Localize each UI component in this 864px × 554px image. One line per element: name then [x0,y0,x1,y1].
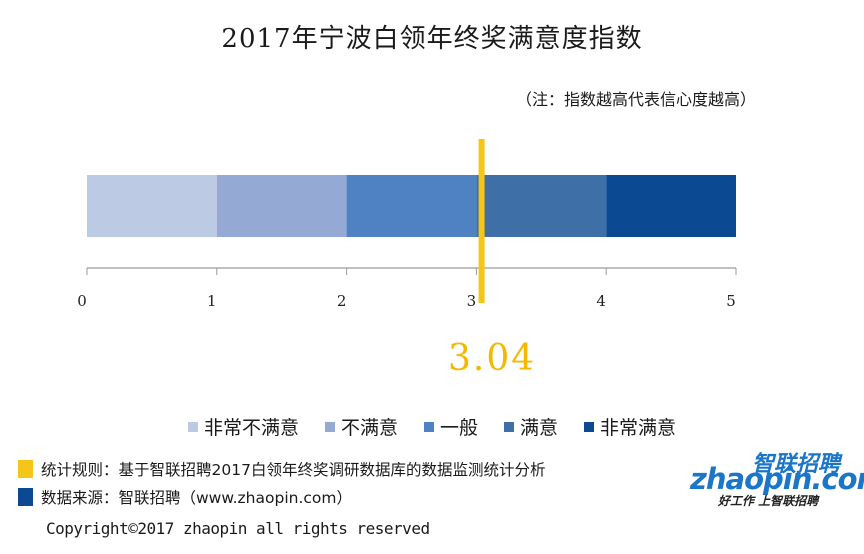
x-tick-label: 4 [596,292,606,310]
logo-name-en: zhaopin.com [690,462,864,496]
legend-item: 不满意 [324,413,398,440]
zhaopin-logo: 智联招聘 zhaopin.com 好工作 上智联招聘 [688,446,864,510]
chart-note: （注：指数越高代表信心度越高） [515,90,756,109]
legend-label: 不满意 [340,417,398,439]
x-tick-label: 2 [337,292,347,310]
x-tick-label: 0 [77,292,87,310]
logo-slogan: 好工作 上智联招聘 [718,494,819,508]
legend-item: 满意 [504,413,558,440]
footnote-source-text: 数据来源：智联招聘（www.zhaopin.com） [41,489,352,507]
footnote-rule: 统计规则：基于智联招聘2017白领年终奖调研数据库的数据监测统计分析 [18,458,545,480]
legend-item: 非常不满意 [187,413,299,440]
legend-label: 满意 [520,417,559,439]
chart-legend: 非常不满意 不满意 一般 满意 非常满意 [0,413,864,440]
legend-swatch [423,421,434,432]
legend-label: 非常不满意 [203,417,299,439]
bar-segment-3 [346,175,477,237]
footnote-source: 数据来源：智联招聘（www.zhaopin.com） [18,486,352,508]
footnote-rule-marker [18,460,33,478]
footnote-rule-text: 统计规则：基于智联招聘2017白领年终奖调研数据库的数据监测统计分析 [41,461,546,479]
logo-name-cn: 智联招聘 [752,452,841,477]
footnote-source-marker [18,488,33,506]
legend-swatch [187,421,198,432]
index-marker-line [478,139,485,303]
bar-segment-4 [476,175,607,237]
legend-swatch [324,421,335,432]
index-score-label: 3.04 [448,338,537,379]
legend-label: 非常满意 [600,417,677,439]
x-tick-label: 1 [207,292,217,310]
bar-segment-1 [87,175,217,237]
bar-segment-2 [216,175,347,237]
legend-swatch [504,421,514,432]
legend-label: 一般 [439,417,478,439]
bar-segment-5 [606,175,736,237]
legend-item: 非常满意 [584,413,676,440]
chart-title: 2017年宁波白领年终奖满意度指数 [221,24,643,54]
copyright-text: Copyright©2017 zhaopin all rights reserv… [46,519,430,538]
legend-swatch [584,421,595,432]
x-tick-label: 3 [467,292,477,310]
x-tick-label: 5 [726,292,736,310]
legend-item: 一般 [423,413,478,440]
